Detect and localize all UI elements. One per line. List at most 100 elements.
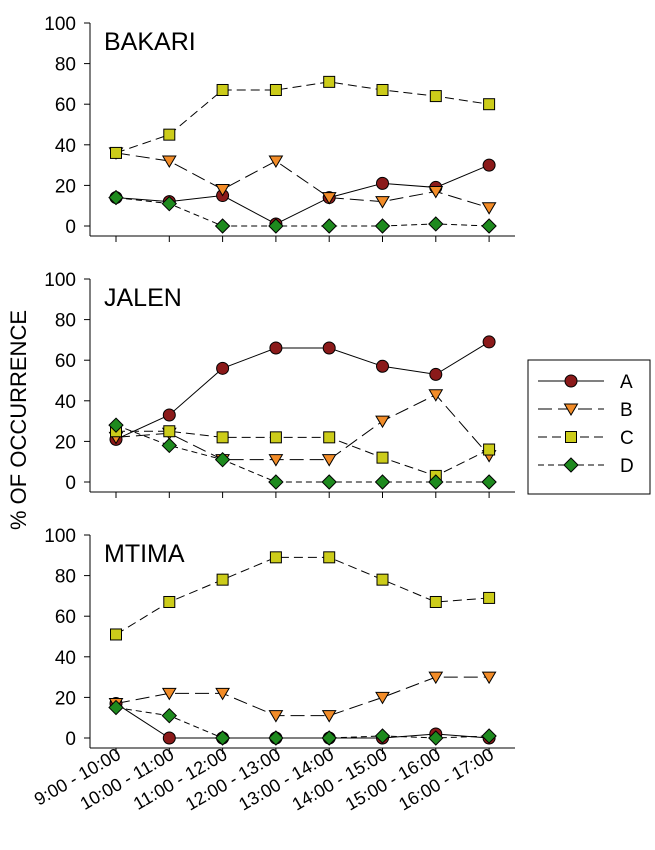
y-axis-label: % OF OCCURRENCE [6, 310, 31, 530]
data-point-b [321, 710, 337, 723]
data-point-a [429, 367, 443, 381]
y-tick-label: 80 [55, 567, 76, 588]
data-point-c [269, 431, 282, 444]
data-point-d [481, 728, 497, 744]
series-line-a [115, 164, 490, 225]
data-point-d [374, 474, 391, 490]
data-point-c [323, 75, 336, 88]
data-point-d [428, 730, 444, 746]
data-point-c [110, 628, 122, 641]
data-point-d [268, 474, 284, 490]
y-tick-label: 60 [55, 607, 76, 628]
legend-marker-a [564, 374, 578, 388]
legend-marker-c [565, 431, 577, 443]
data-point-d [214, 218, 231, 234]
data-point-d [321, 218, 337, 234]
data-point-d [108, 417, 124, 433]
data-point-b [428, 185, 444, 199]
data-point-b [375, 196, 390, 209]
data-point-c [216, 431, 229, 444]
data-point-a [162, 731, 176, 745]
legend-label-b: B [620, 400, 633, 421]
series-line-c [115, 556, 490, 635]
data-point-d [161, 437, 178, 454]
data-point-b [428, 671, 444, 685]
data-point-b [215, 687, 230, 701]
data-point-b [375, 415, 390, 429]
series-line-b [115, 676, 490, 717]
panel-title: BAKARI [104, 28, 196, 56]
panel-title: JALEN [104, 284, 182, 312]
data-point-c [216, 83, 229, 96]
data-point-c [376, 573, 389, 586]
data-point-d [428, 474, 444, 490]
y-tick-label: 20 [55, 176, 76, 197]
data-point-d [214, 451, 231, 468]
y-tick-label: 20 [55, 432, 76, 453]
data-point-d [321, 730, 337, 746]
y-tick-label: 0 [65, 217, 76, 238]
data-point-d [481, 474, 497, 490]
data-point-a [376, 359, 389, 373]
data-point-d [321, 474, 337, 490]
data-point-b [375, 691, 390, 705]
legend-label-a: A [620, 372, 633, 393]
series-line-b [115, 152, 490, 209]
data-point-c [269, 551, 282, 564]
data-point-b [268, 155, 284, 169]
data-point-d [428, 216, 444, 232]
data-point-b [321, 454, 337, 467]
chart-panel-bakari: 0 20 40 60 80 100 BAKARI [44, 14, 515, 242]
panels: 0 20 40 60 80 100 BAKARI 0 20 40 60 80 100 JALEN 0 20 40… [44, 14, 515, 754]
data-point-c [429, 90, 442, 103]
legend-label-c: C [620, 428, 634, 449]
data-point-c [429, 595, 442, 608]
y-tick-label: 0 [65, 473, 76, 494]
data-point-c [483, 443, 496, 456]
data-point-c [483, 98, 496, 111]
data-point-c [110, 146, 122, 159]
data-point-b [321, 192, 337, 205]
data-point-c [323, 431, 336, 444]
legend-marker-b [563, 403, 579, 416]
data-point-c [163, 128, 176, 141]
data-point-b [215, 183, 230, 197]
y-tick-label: 60 [55, 351, 76, 372]
data-point-d [268, 218, 284, 234]
y-tick-label: 100 [44, 270, 76, 291]
data-point-b [161, 155, 177, 169]
series-line-b [115, 394, 490, 461]
data-point-d [374, 728, 391, 744]
data-point-b [428, 389, 444, 402]
series-line-a [115, 341, 490, 440]
y-tick-label: 80 [55, 55, 76, 76]
series-line-c [116, 430, 490, 477]
panel-title: MTIMA [104, 540, 185, 568]
data-point-a [482, 335, 496, 349]
data-point-a [269, 341, 283, 355]
data-point-b [268, 710, 284, 723]
data-point-d [161, 195, 178, 212]
data-point-a [482, 158, 496, 172]
y-tick-label: 40 [55, 136, 76, 157]
data-point-b [481, 202, 497, 215]
y-tick-label: 60 [55, 95, 76, 116]
data-point-c [376, 83, 389, 96]
data-point-d [374, 218, 391, 234]
y-tick-label: 0 [65, 729, 76, 750]
data-point-c [483, 591, 496, 604]
data-point-a [216, 361, 230, 375]
data-point-c [269, 83, 282, 96]
data-point-c [163, 425, 176, 438]
y-tick-label: 40 [55, 392, 76, 413]
y-tick-label: 100 [44, 14, 76, 35]
data-point-d [214, 730, 231, 746]
data-point-c [216, 573, 229, 586]
data-point-c [323, 551, 336, 564]
data-point-b [161, 687, 177, 701]
data-point-a [162, 408, 176, 422]
data-point-c [163, 595, 176, 608]
data-point-c [376, 451, 389, 464]
